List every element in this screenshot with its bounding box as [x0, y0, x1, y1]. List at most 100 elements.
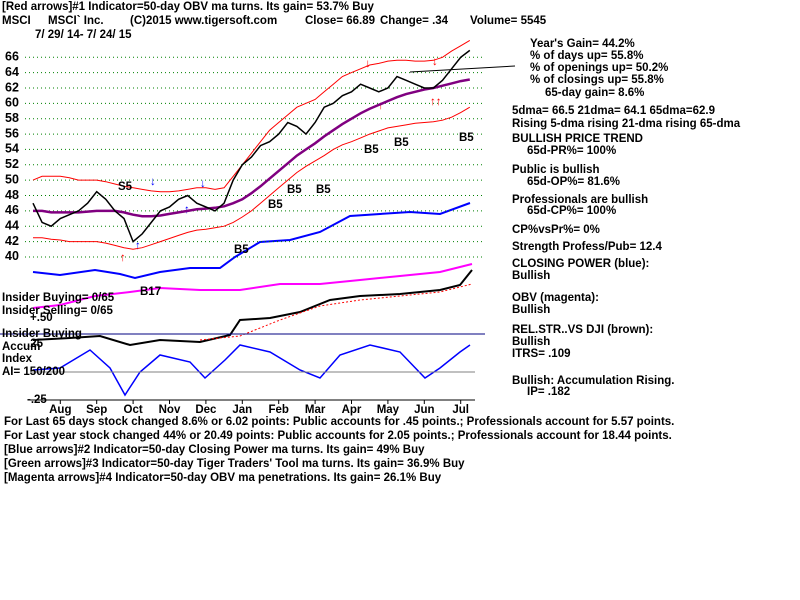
panel-label: Accum [2, 341, 40, 353]
chart-title: [Red arrows]#1 Indicator=50-day OBV ma t… [2, 1, 375, 13]
footer-line: For Last year stock changed 44% or 20.49… [4, 430, 672, 442]
signal-label: B5 [394, 137, 409, 149]
x-tick-label: Feb [268, 404, 288, 416]
panel-label: AI= 150/200 [2, 366, 65, 378]
y-tick-label: 62 [5, 80, 19, 94]
series-line [33, 78, 471, 218]
signal-label: B5 [268, 199, 283, 211]
footer-line: For Last 65 days stock changed 8.6% or 6… [4, 416, 674, 428]
rel-str-ma [199, 283, 473, 341]
arrow: ↓ [432, 56, 438, 68]
stat-line: IP= .182 [527, 386, 570, 398]
stat-line: % of openings up= 50.2% [530, 62, 668, 74]
header-item: Change= .34 [380, 15, 449, 27]
panel-label: Insider Buying [2, 328, 82, 340]
stat-line: Rising 5-dma rising 21-dma rising 65-dma [512, 118, 741, 130]
x-tick-label: Oct [124, 404, 143, 416]
stat-line: % of closings up= 55.8% [530, 74, 664, 86]
stat-line: 65d-CP%= 100% [527, 205, 616, 217]
x-tick-label: Jun [414, 404, 434, 416]
signal-label: B5 [234, 244, 249, 256]
stat-line: Bullish [512, 304, 550, 316]
x-tick-label: May [377, 404, 400, 416]
panel-label: .25 [27, 338, 44, 350]
y-tick-label: 60 [5, 96, 19, 110]
series-line [32, 39, 471, 193]
y-tick-label: 58 [5, 111, 19, 125]
x-tick-label: Jul [452, 404, 469, 416]
y-tick-label: 56 [5, 126, 19, 140]
x-tick-label: Aug [49, 404, 71, 416]
signal-label: B5 [287, 184, 302, 196]
stat-line: REL.STR..VS DJI (brown): [512, 324, 653, 336]
signal-label: B5 [459, 132, 474, 144]
stat-line: OBV (magenta): [512, 292, 599, 304]
trend-line [409, 65, 516, 73]
x-tick-label: Sep [86, 404, 107, 416]
stat-line: 65-day gain= 8.6% [545, 87, 644, 99]
date-range: 7/ 29/ 14- 7/ 24/ 15 [35, 29, 132, 41]
stat-line: 65d-OP%= 81.6% [527, 176, 620, 188]
stat-line: CLOSING POWER (blue): [512, 258, 649, 270]
stat-line: Bullish [512, 270, 550, 282]
arrow: ↑ [378, 100, 384, 112]
stat-line: CP%vsPr%= 0% [512, 224, 600, 236]
stat-line: Bullish [512, 336, 550, 348]
panel-label: Insider Selling= 0/65 [2, 305, 113, 317]
stat-line: Strength Profess/Pub= 12.4 [512, 241, 662, 253]
stat-line: ITRS= .109 [512, 348, 571, 360]
stat-line: Professionals are bullish [512, 194, 648, 206]
signal-label: B5 [316, 184, 331, 196]
stat-line: Year's Gain= 44.2% [530, 38, 635, 50]
arrow: ↑ [120, 252, 126, 264]
y-tick-label: 46 [5, 203, 19, 217]
x-tick-label: Mar [305, 404, 326, 416]
x-tick-label: Apr [342, 404, 362, 416]
indicator-lines [0, 202, 485, 401]
arrow: ↓ [150, 176, 156, 188]
x-tick-label: Nov [159, 404, 181, 416]
series-line [32, 49, 471, 243]
arrow: ↑↑ [430, 96, 442, 108]
footer-line: [Magenta arrows]#4 Indicator=50-day OBV … [4, 472, 442, 484]
y-tick-label: 44 [5, 219, 19, 233]
x-tick-label: Jan [232, 404, 252, 416]
header-item: MSCI` Inc. [48, 15, 104, 27]
y-tick-label: 54 [5, 142, 19, 156]
accum-index [32, 344, 471, 397]
header-item: Close= 66.89 [305, 15, 375, 27]
footer-line: [Green arrows]#3 Indicator=50-day Tiger … [4, 458, 465, 470]
panel-label: -.25 [27, 394, 47, 406]
y-tick-label: 50 [5, 172, 19, 186]
y-tick-label: 40 [5, 249, 19, 263]
stat-line: Bullish: Accumulation Rising. [512, 375, 675, 387]
header-item: (C)2015 www.tigersoft.com [130, 15, 277, 27]
y-tick-label: 52 [5, 157, 19, 171]
footer-line: [Blue arrows]#2 Indicator=50-day Closing… [4, 444, 425, 456]
panel-label: +.50 [30, 312, 53, 324]
stat-line: 5dma= 66.5 21dma= 64.1 65dma=62.9 [512, 105, 715, 117]
closing-power-line [32, 202, 471, 280]
series-line [33, 106, 471, 250]
y-tick-label: 66 [5, 50, 19, 64]
rel-str-line [32, 269, 473, 347]
arrow: ↑ [135, 240, 141, 252]
y-tick-label: 64 [5, 65, 19, 79]
stat-line: BULLISH PRICE TREND [512, 133, 643, 145]
signal-label: B17 [140, 286, 161, 298]
signal-label: S5 [118, 181, 133, 193]
obv-line [32, 263, 473, 309]
arrow: ↓ [365, 58, 371, 70]
header-item: MSCI [2, 15, 31, 27]
header-item: Volume= 5545 [470, 15, 547, 27]
y-tick-label: 42 [5, 234, 19, 248]
stat-line: Public is bullish [512, 164, 600, 176]
x-tick-label: Dec [195, 404, 217, 416]
arrow: ↓ [200, 178, 206, 190]
panel-label: Index [2, 353, 33, 365]
y-tick-label: 48 [5, 188, 19, 202]
stat-line: % of days up= 55.8% [530, 50, 643, 62]
stat-line: 65d-PR%= 100% [527, 145, 616, 157]
